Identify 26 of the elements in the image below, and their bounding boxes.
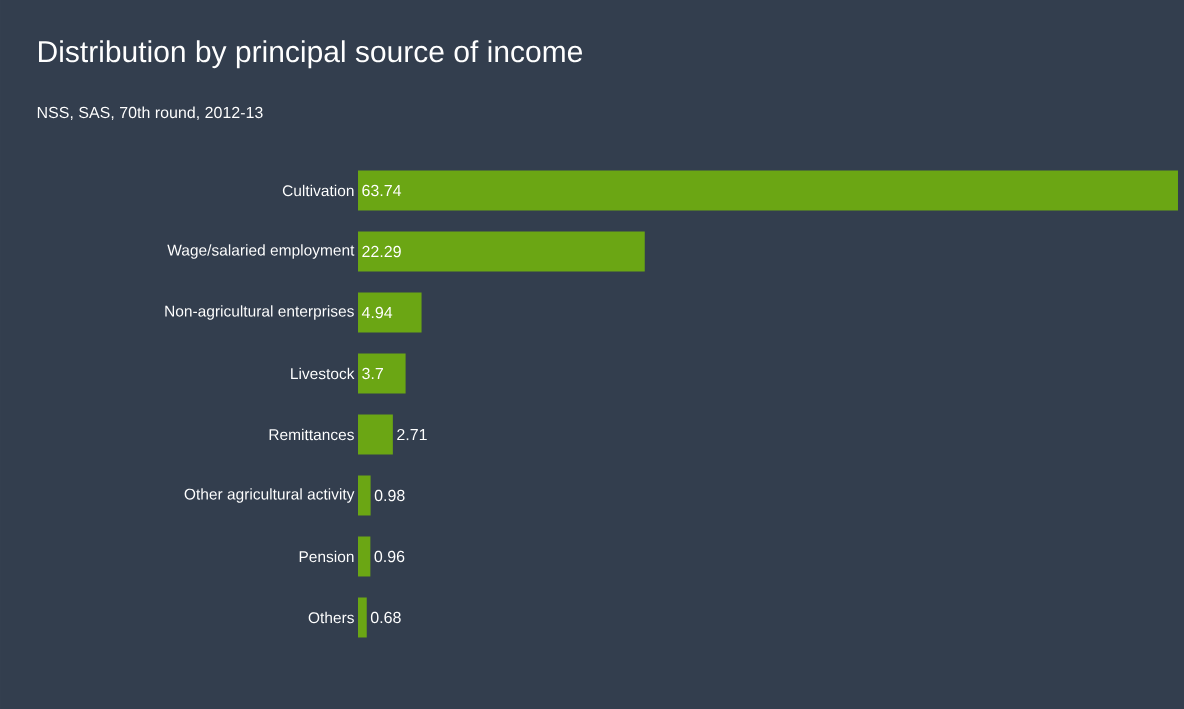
bar <box>358 292 422 333</box>
bar <box>358 536 371 577</box>
bar <box>358 475 371 516</box>
bar <box>358 170 1178 211</box>
y-tick-label: Livestock <box>291 367 355 380</box>
data-label: 2.71 <box>397 428 427 441</box>
text: NSS, SAS, 70th round, 2012-13 <box>37 106 263 121</box>
bar <box>358 597 367 638</box>
bar <box>358 414 393 455</box>
y-tick-label: Other agricultural activity <box>184 488 355 503</box>
data-label: 0.96 <box>374 550 405 563</box>
data-label: 0.98 <box>374 489 405 502</box>
y-tick-label: Wage/salaried employment <box>167 244 355 259</box>
data-label: 22.29 <box>362 245 401 258</box>
y-tick-label: Pension <box>299 550 354 563</box>
bar <box>358 231 645 272</box>
data-label: 3.7 <box>362 367 383 380</box>
y-tick-label: Others <box>308 611 354 624</box>
data-label: 4.94 <box>361 306 393 319</box>
y-tick-label: Remittances <box>269 428 354 441</box>
data-label: 0.68 <box>370 611 401 624</box>
chart-title: Distribution by principal source of income <box>39 40 583 69</box>
bar <box>358 353 406 394</box>
data-label: 63.74 <box>362 184 402 197</box>
y-tick-label: Cultivation <box>282 184 354 197</box>
y-tick-label: Non-agricultural enterprises <box>165 305 354 320</box>
